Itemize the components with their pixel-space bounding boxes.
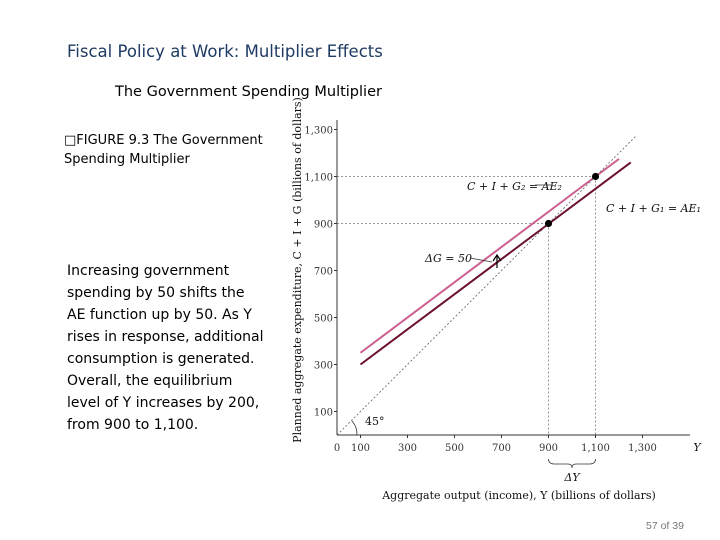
- y-tick-label: 100: [314, 408, 333, 419]
- x-axis-end-label: Y: [693, 441, 702, 454]
- ae-line-2: [359, 158, 620, 354]
- slide-title: Fiscal Policy at Work: Multiplier Effect…: [67, 42, 383, 61]
- ae-line-1: [359, 161, 632, 366]
- x-tick-label: 100: [351, 443, 370, 454]
- description-paragraph-1: Increasing government spending by 50 shi…: [67, 263, 264, 367]
- placeholder-box-icon: □: [64, 133, 77, 148]
- x-tick-label: 1,300: [628, 443, 657, 454]
- y-tick-label: 300: [314, 361, 333, 372]
- angle-label: 45°: [365, 415, 385, 428]
- x-axis-label: Aggregate output (income), Y (billions o…: [381, 489, 656, 502]
- y-tick-label: 1,300: [304, 126, 333, 137]
- figure-description: Increasing government spending by 50 shi…: [67, 260, 267, 436]
- equilibrium-point: [544, 219, 553, 228]
- chart-lines: [336, 136, 636, 436]
- chart-labels: Y Planned aggregate expenditure, C + I + …: [291, 97, 702, 502]
- x-tick-label: 300: [398, 443, 417, 454]
- figure-caption-line2: Spending Multiplier: [64, 152, 190, 167]
- x-tick-label: 900: [539, 443, 558, 454]
- page-number: 57 of 39: [646, 520, 684, 532]
- x-tick-label: 700: [492, 443, 511, 454]
- x-tick-label: 500: [445, 443, 464, 454]
- y-tick-label: 900: [314, 220, 333, 231]
- x-tick-label: 0: [334, 443, 340, 454]
- slide-subtitle: The Government Spending Multiplier: [115, 84, 382, 100]
- chart-guides: [337, 176, 596, 435]
- ae2-label: C + I + G₂ = AE₂: [467, 180, 562, 193]
- chart-ticks: 0 100 300 500 700 900 1,100 1,300 100 300 500 700 90…: [304, 126, 656, 455]
- angle-arc: [351, 420, 358, 436]
- y-axis-label: Planned aggregate expenditure, C + I + G…: [291, 97, 304, 443]
- delta-g-label: ΔG = 50: [424, 252, 472, 265]
- ae1-label: C + I + G₁ = AE₁: [606, 202, 701, 215]
- chart-axes: [336, 120, 690, 436]
- figure-caption-line1: FIGURE 9.3 The Government: [76, 133, 263, 148]
- equilibrium-point: [591, 172, 600, 181]
- delta-y-bracket: [548, 458, 596, 469]
- description-paragraph-2: Overall, the equilibrium level of Y incr…: [67, 373, 260, 433]
- delta-g-leader: [469, 257, 493, 263]
- y-tick-label: 700: [314, 267, 333, 278]
- x-tick-label: 1,100: [581, 443, 610, 454]
- chart-points: [544, 172, 600, 228]
- y-tick-label: 1,100: [304, 173, 333, 184]
- delta-g-arrowhead: [492, 253, 502, 262]
- figure-caption: □FIGURE 9.3 The Government Spending Mult…: [64, 131, 279, 169]
- y-tick-label: 500: [314, 314, 333, 325]
- delta-y-label: ΔY: [563, 471, 581, 484]
